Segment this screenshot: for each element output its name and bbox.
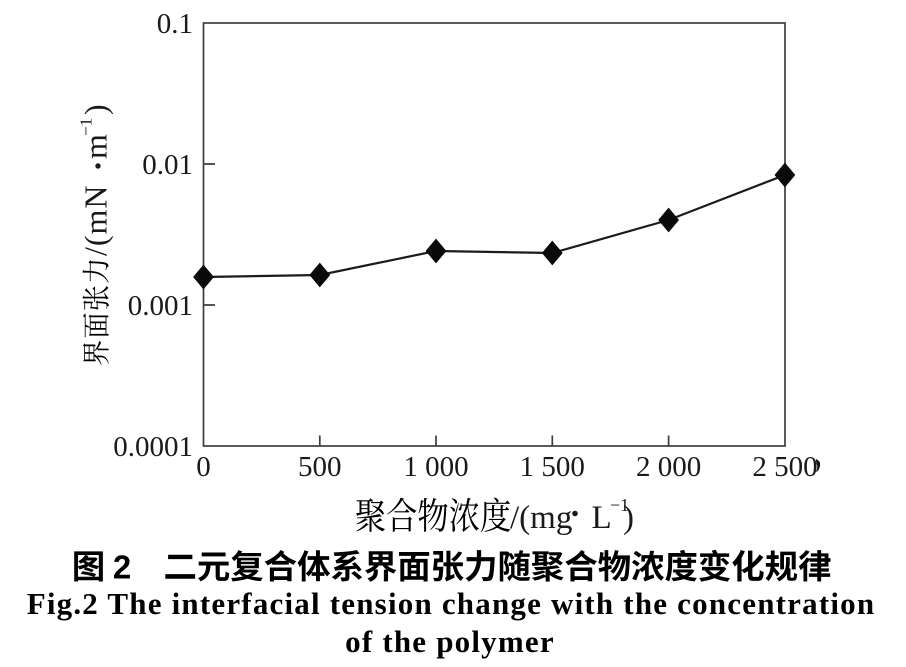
svg-text:2: 2	[113, 549, 131, 586]
svg-text:): )	[623, 500, 634, 536]
svg-text:0.001: 0.001	[128, 290, 193, 322]
svg-text:of the polymer: of the polymer	[345, 624, 555, 659]
svg-text:2 000: 2 000	[636, 451, 701, 483]
svg-text:2 500: 2 500	[752, 451, 817, 483]
svg-text:1 000: 1 000	[403, 451, 468, 483]
svg-text:/(mg: /(mg	[510, 500, 572, 536]
svg-text:L: L	[592, 500, 612, 536]
svg-text:−1: −1	[610, 495, 629, 515]
svg-text:Fig.2 The interfacial tension: Fig.2 The interfacial tension change wit…	[27, 586, 876, 621]
svg-text:): )	[78, 104, 114, 115]
svg-text:500: 500	[298, 451, 342, 483]
svg-text:/(mN: /(mN	[78, 184, 114, 256]
svg-text:0.1: 0.1	[157, 8, 193, 40]
svg-text:0: 0	[196, 451, 211, 483]
svg-text:1 500: 1 500	[520, 451, 585, 483]
svg-text:−1: −1	[77, 118, 96, 136]
svg-text:0.01: 0.01	[142, 149, 193, 181]
svg-text:0.0001: 0.0001	[113, 431, 193, 463]
svg-text:m: m	[78, 134, 114, 159]
